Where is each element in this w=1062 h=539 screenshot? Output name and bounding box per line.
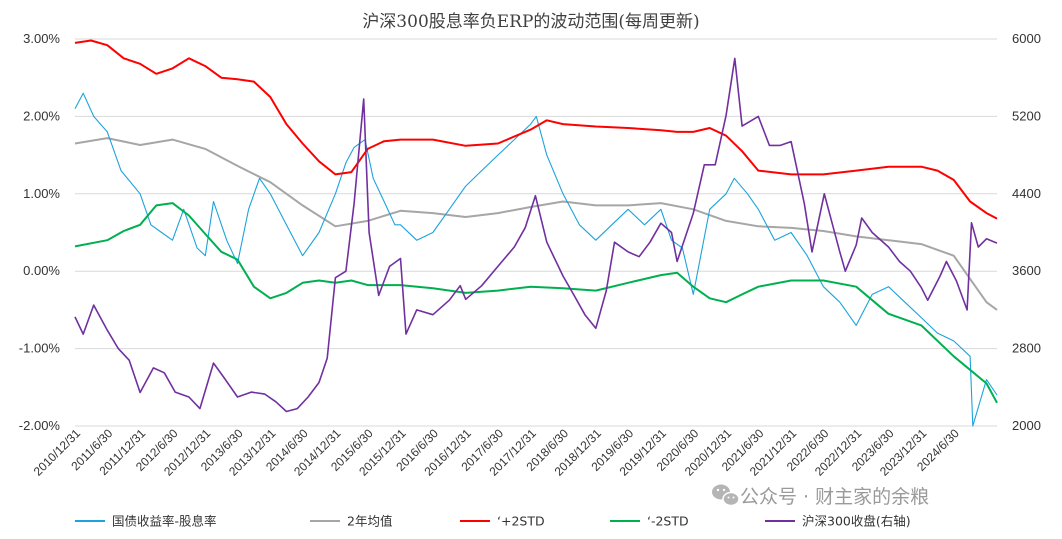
y-left-tick-label: -2.00% [19,418,61,433]
y-right-tick-label: 5200 [1012,108,1041,123]
series-line-mean [74,137,998,311]
x-axis: 2010/12/312011/6/302011/12/312012/6/3020… [31,426,962,479]
y-axis-left: 3.00% 2.00% 1.00% 0.00% -1.00% -2.00% [19,31,61,433]
legend-label-plus2: ‘+2STD [497,514,545,529]
y-right-tick-label: 2000 [1012,418,1041,433]
y-right-tick-label: 3600 [1012,263,1041,278]
chart-title: 沪深300股息率负ERP的波动范围(每周更新) [362,12,699,32]
y-axis-right: 6000 5200 4400 3600 2800 2000 [1012,31,1041,433]
legend-label-spread: 国债收益率-股息率 [112,514,217,529]
y-left-tick-label: 3.00% [23,31,60,46]
series-line-plus2 [74,39,998,220]
legend-label-minus2: ‘-2STD [647,514,689,529]
y-right-tick-label: 2800 [1012,341,1041,356]
legend-label-index: 沪深300收盘(右轴) [802,514,911,529]
watermark-text: 公众号 · 财主家的余粮 [740,486,929,508]
series-line-minus2 [74,202,998,404]
y-right-tick-label: 6000 [1012,31,1041,46]
legend: 国债收益率-股息率 2年均值 ‘+2STD ‘-2STD 沪深300收盘(右轴) [75,514,911,529]
watermark: 公众号 · 财主家的余粮 [712,484,929,508]
legend-label-mean: 2年均值 [347,514,392,529]
wechat-icon [712,484,740,507]
y-left-tick-label: -1.00% [19,341,61,356]
grid-lines [75,38,997,427]
series-line-index [74,57,998,413]
series-lines [74,39,998,427]
y-left-tick-label: 0.00% [23,263,60,278]
y-left-tick-label: 1.00% [23,186,60,201]
y-left-tick-label: 2.00% [23,108,60,123]
series-line-spread [74,92,998,427]
y-right-tick-label: 4400 [1012,186,1041,201]
